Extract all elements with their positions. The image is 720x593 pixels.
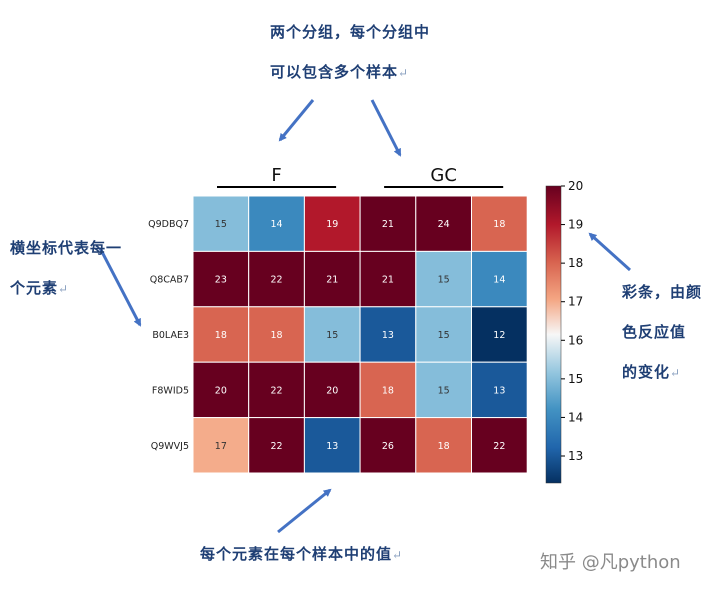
return-mark: ↵ (392, 548, 404, 562)
cell-value-label: 18 (382, 385, 394, 396)
heatmap-cell-r4-c0 (192, 417, 250, 474)
annotation-right: 彩条，由颜 色反应值 的变化↵ (622, 272, 702, 393)
heatmap-cell-r1-c1 (248, 250, 305, 308)
cell-value-label: 15 (438, 275, 450, 286)
colorbar-tick-label: 14 (568, 410, 583, 424)
cell-value-label: 15 (438, 330, 450, 341)
annotation-arrow (278, 99, 315, 142)
row-label: Q9WVJ5 (151, 441, 189, 452)
colorbar-tick-label: 17 (568, 295, 583, 309)
cell-value-label: 18 (493, 219, 505, 230)
cell-value-label: 14 (493, 275, 505, 286)
heatmap-cell-r4-c4 (415, 417, 472, 474)
cell-value-label: 23 (215, 275, 227, 286)
heatmap-cell-r1-c5 (471, 250, 528, 308)
return-mark: ↵ (670, 366, 682, 380)
colorbar-tick-label: 18 (568, 256, 583, 270)
cell-value-label: 19 (326, 219, 338, 230)
group-label: F (271, 165, 281, 186)
colorbar-tick-label: 13 (568, 449, 583, 463)
cell-value-label: 20 (326, 385, 338, 396)
annotation-arrow (277, 488, 332, 534)
cell-value-label: 12 (493, 330, 505, 341)
cell-value-label: 13 (326, 441, 338, 452)
cell-value-label: 22 (271, 275, 283, 286)
annotation-left-line-1: 横坐标代表每一 (10, 239, 123, 257)
annotation-arrow (98, 247, 142, 327)
colorbar-tick-label: 16 (568, 333, 583, 347)
heatmap-cell-r3-c2 (303, 361, 361, 419)
cell-value-label: 17 (215, 441, 227, 452)
colorbar (545, 185, 562, 484)
cell-value-label: 13 (493, 385, 505, 396)
return-mark: ↵ (58, 282, 70, 296)
heatmap-cell-r1-c0 (192, 250, 250, 308)
heatmap-cell-r3-c5 (471, 361, 528, 419)
annotation-right-line-1: 彩条，由颜 (622, 283, 703, 301)
cell-value-label: 21 (326, 275, 338, 286)
row-label: B0LAE3 (152, 330, 189, 341)
cell-value-label: 18 (438, 441, 450, 452)
heatmap-cell-r4-c2 (303, 417, 361, 474)
heatmap-cell-r0-c5 (471, 195, 528, 252)
heatmap-cell-r1-c3 (359, 250, 417, 308)
heatmap-cell-r4-c3 (359, 417, 417, 474)
heatmap-cell-r2-c3 (359, 306, 417, 363)
cell-value-label: 24 (438, 219, 450, 230)
heatmap-cell-r2-c4 (415, 306, 472, 363)
cell-value-label: 22 (493, 441, 505, 452)
cell-value-label: 15 (326, 330, 338, 341)
annotation-arrow (370, 99, 402, 157)
heatmap-cell-r0-c0 (192, 195, 250, 252)
annotation-arrow (588, 232, 632, 272)
watermark: 知乎 @凡python (540, 552, 681, 573)
cell-value-label: 18 (271, 330, 283, 341)
cell-value-label: 14 (271, 219, 283, 230)
row-label: Q9DBQ7 (148, 219, 189, 230)
cell-value-label: 15 (215, 219, 227, 230)
cell-value-label: 20 (215, 385, 227, 396)
colorbar-tick-label: 19 (568, 218, 583, 232)
annotation-right-line-2: 色反应值 (622, 323, 687, 341)
cell-value-label: 26 (382, 441, 394, 452)
cell-value-label: 21 (382, 219, 394, 230)
colorbar-tick-label: 15 (568, 372, 583, 386)
heatmap-cell-r3-c4 (415, 361, 472, 419)
heatmap-cell-r3-c1 (248, 361, 305, 419)
cell-value-label: 13 (382, 330, 394, 341)
cell-value-label: 21 (382, 275, 394, 286)
colorbar-tick-label: 20 (568, 179, 583, 193)
cell-value-label: 22 (271, 385, 283, 396)
annotation-right-line-3: 的变化↵ (622, 363, 682, 381)
annotation-bottom: 每个元素在每个样本中的值↵ (200, 545, 404, 563)
cell-value-label: 22 (271, 441, 283, 452)
annotation-top-line-1: 两个分组，每个分组中 (270, 23, 431, 41)
heatmap-cell-r4-c1 (248, 417, 305, 474)
annotation-left-line-2: 个元素↵ (10, 279, 70, 297)
row-label: F8WID5 (152, 385, 189, 396)
return-mark: ↵ (398, 66, 410, 80)
annotation-left: 横坐标代表每一 个元素↵ (10, 228, 122, 309)
heatmap-cell-r0-c1 (248, 195, 305, 252)
group-label: GC (430, 165, 457, 186)
heatmap-cell-r4-c5 (471, 417, 528, 474)
cell-value-label: 18 (215, 330, 227, 341)
cell-value-label: 15 (438, 385, 450, 396)
heatmap-cell-r1-c4 (415, 250, 472, 308)
annotation-top-line-2: 可以包含多个样本↵ (270, 63, 410, 81)
annotation-top: 两个分组，每个分组中 可以包含多个样本↵ (270, 12, 430, 93)
row-label: Q8CAB7 (150, 275, 189, 286)
